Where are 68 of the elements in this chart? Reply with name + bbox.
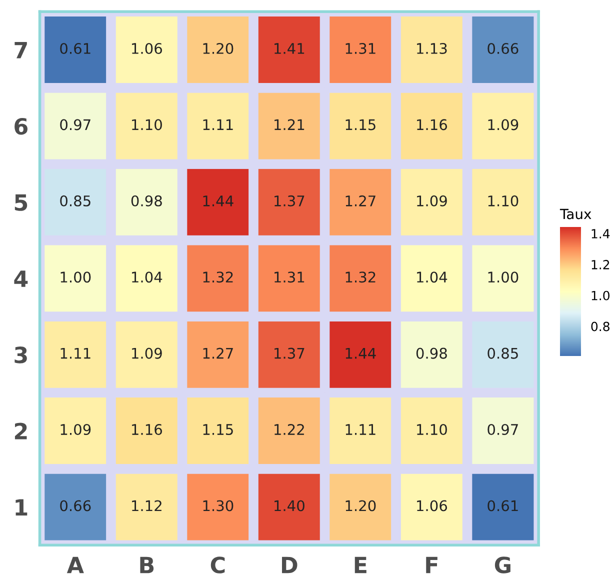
- data-label: 1.16: [132, 424, 162, 436]
- data-label: 0.98: [131, 195, 162, 206]
- data-label: 1.11: [60, 348, 90, 359]
- data-label: 1.04: [132, 272, 162, 283]
- data-label: 0.85: [488, 348, 518, 359]
- data-label: 1.21: [274, 119, 304, 130]
- data-label: 1.20: [346, 500, 376, 512]
- data-label: 1.32: [203, 272, 233, 283]
- data-label: 1.12: [132, 500, 162, 512]
- data-label: 1.10: [488, 195, 518, 206]
- x-tick-label: C: [210, 556, 225, 574]
- color-bar-label: 0.8: [591, 322, 610, 332]
- y-tick-label: 6: [14, 118, 28, 135]
- data-label: 1.31: [274, 272, 304, 283]
- data-label: 1.37: [274, 348, 304, 359]
- data-label: 0.61: [60, 42, 90, 54]
- data-label: 1.15: [203, 424, 233, 436]
- data-label: 1.00: [488, 272, 518, 283]
- data-label: 1.44: [346, 348, 376, 359]
- data-label: 0.98: [416, 348, 447, 359]
- y-tick-label: 2: [14, 422, 27, 440]
- data-label: 1.11: [346, 424, 376, 435]
- data-label: 1.09: [60, 424, 91, 436]
- data-label: 0.61: [488, 500, 518, 512]
- y-tick-label: 7: [14, 42, 27, 58]
- x-tick-label: F: [426, 556, 438, 574]
- color-bar-label: 1.4: [592, 229, 610, 238]
- y-tick-label: 1: [16, 499, 28, 516]
- data-label: 1.06: [132, 42, 162, 54]
- data-label: 1.13: [417, 42, 447, 54]
- data-label: 1.09: [488, 119, 518, 130]
- data-label: 1.00: [60, 272, 91, 283]
- y-tick-label: 5: [14, 194, 28, 211]
- data-label: 1.10: [417, 424, 447, 436]
- data-label: 1.41: [274, 43, 304, 54]
- data-label: 0.97: [488, 424, 518, 436]
- x-tick-label: E: [354, 556, 366, 574]
- data-label: 1.32: [346, 272, 376, 283]
- x-tick-label: D: [282, 556, 298, 574]
- legend-title: Taux: [560, 208, 592, 220]
- data-label: 0.85: [60, 195, 90, 206]
- data-label: 1.22: [274, 424, 304, 435]
- data-label: 1.30: [203, 500, 234, 512]
- data-label: 1.09: [132, 348, 162, 359]
- x-tick-label: G: [494, 556, 510, 574]
- data-label: 0.97: [60, 119, 90, 130]
- data-label: 1.15: [346, 119, 376, 130]
- color-bar-label: 1.2: [592, 260, 610, 270]
- data-label: 1.11: [203, 119, 233, 130]
- data-label: 1.44: [203, 196, 234, 206]
- y-tick-label: 3: [14, 346, 27, 364]
- data-label: 1.31: [346, 42, 376, 54]
- data-label: 1.10: [132, 119, 162, 130]
- x-tick-label: B: [140, 556, 154, 574]
- x-tick-label: A: [66, 556, 84, 574]
- data-label: 1.27: [346, 195, 376, 206]
- color-bar-label: 1.0: [592, 290, 610, 300]
- data-label: 1.37: [274, 195, 304, 206]
- data-label: 1.06: [417, 500, 447, 512]
- data-label: 0.66: [488, 42, 518, 54]
- data-label: 0.66: [60, 500, 91, 512]
- y-tick-label: 4: [14, 270, 28, 287]
- data-label: 1.09: [417, 195, 447, 206]
- data-label: 1.04: [417, 272, 448, 283]
- data-label: 1.20: [203, 42, 234, 54]
- data-label: 1.16: [417, 119, 447, 130]
- data-label: 1.27: [203, 348, 233, 359]
- data-label: 1.40: [274, 500, 304, 512]
